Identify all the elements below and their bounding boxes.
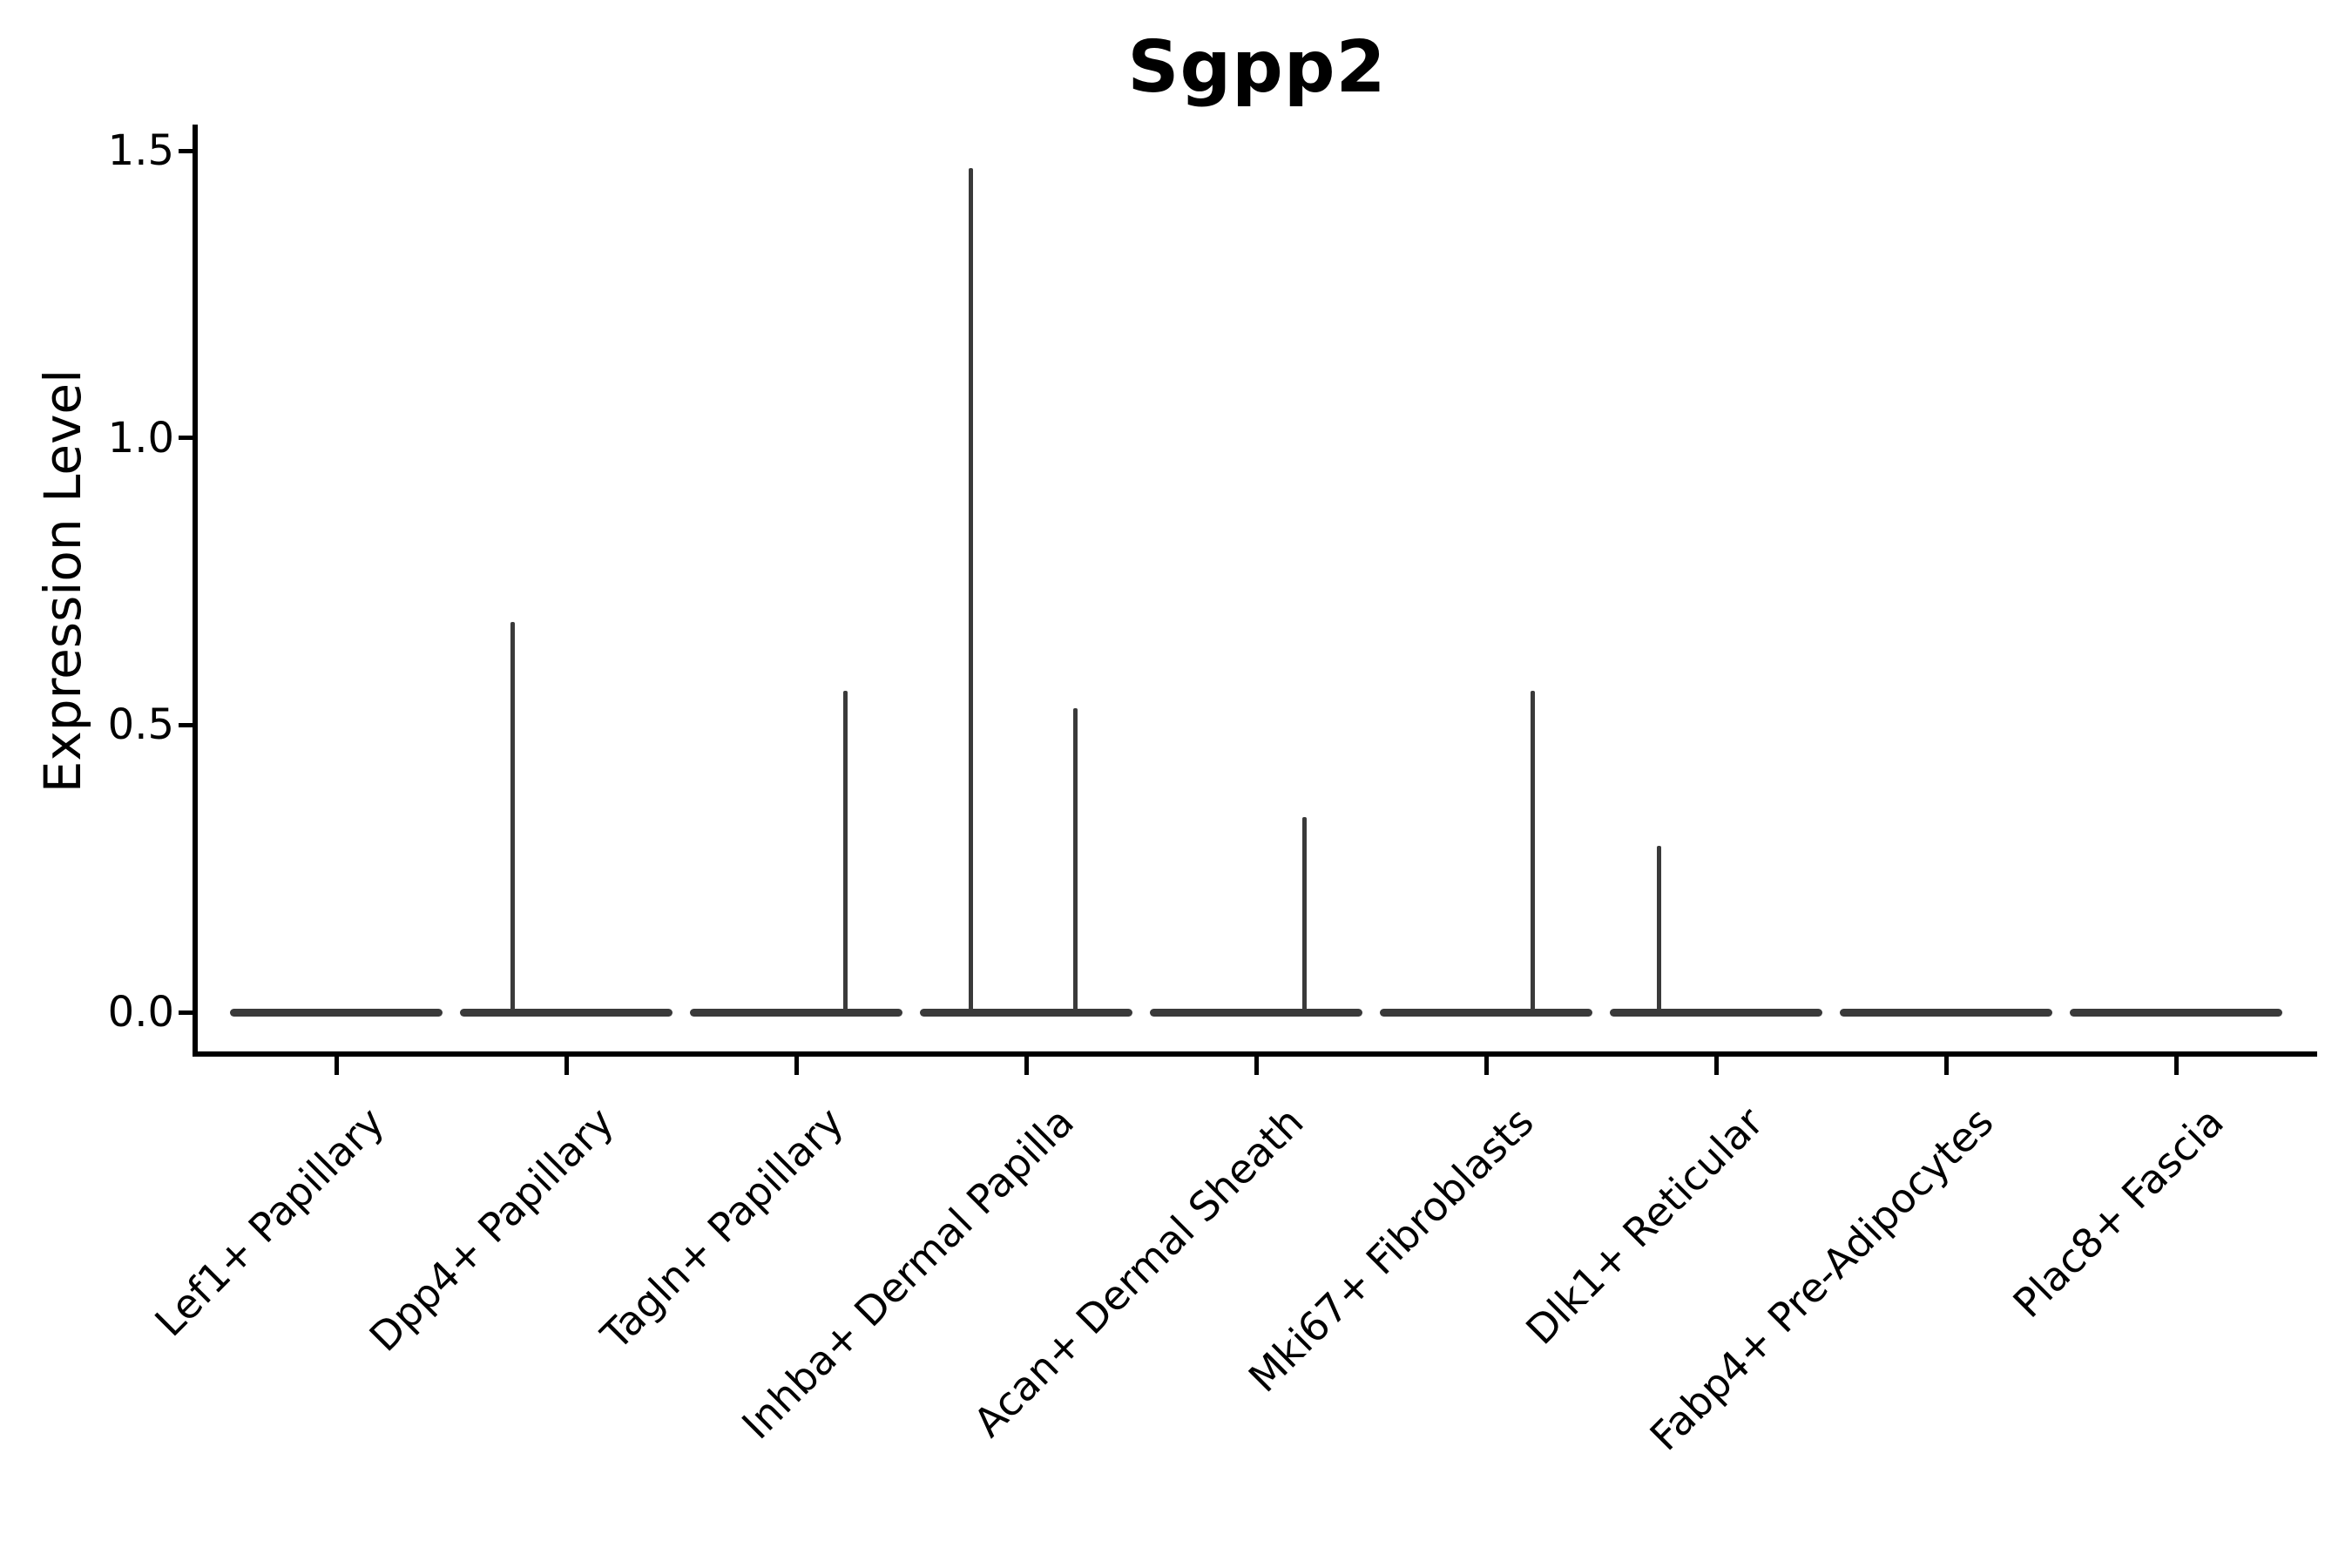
plot-title: Sgpp2 [1127, 26, 1387, 109]
y-tick-label: 0.5 [107, 700, 174, 750]
violin-body [460, 1008, 672, 1017]
y-tick-label: 0.0 [107, 988, 174, 1037]
violin-body [1150, 1008, 1362, 1017]
violin-spike [1530, 690, 1535, 1017]
x-tick-mark [1024, 1057, 1029, 1075]
violin-spike [968, 167, 973, 1017]
violin-body [690, 1008, 902, 1017]
x-tick-mark [1254, 1057, 1259, 1075]
y-tick-mark [179, 1010, 193, 1015]
violin-body [230, 1008, 443, 1017]
y-tick-label: 1.5 [107, 126, 174, 176]
x-tick-mark [1713, 1057, 1719, 1075]
violin-body [1380, 1008, 1592, 1017]
x-tick-mark [1484, 1057, 1489, 1075]
violin-body [1840, 1008, 2052, 1017]
x-tick-label: Dlk1+ Reticular [1517, 1098, 1773, 1354]
x-tick-label: Lef1+ Papillary [145, 1098, 393, 1346]
y-tick-mark [179, 436, 193, 441]
x-tick-label: Plac8+ Fascia [2004, 1098, 2233, 1327]
x-tick-mark [1943, 1057, 1949, 1075]
x-tick-mark [564, 1057, 569, 1075]
violin-body [2070, 1008, 2282, 1017]
x-tick-mark [334, 1057, 339, 1075]
y-tick-mark [179, 148, 193, 153]
violin-spike [1301, 816, 1307, 1017]
violin-spike [1656, 845, 1661, 1017]
y-tick-label: 1.0 [107, 413, 174, 463]
x-tick-mark [2173, 1057, 2179, 1075]
violin-spike [510, 621, 515, 1017]
violin-body [920, 1008, 1132, 1017]
x-tick-label: Dpp4+ Papillary [360, 1098, 623, 1361]
x-axis-line [193, 1051, 2317, 1057]
x-tick-label: Tagln+ Papillary [591, 1098, 853, 1359]
violin-spike [1072, 707, 1078, 1017]
violin-spike [842, 690, 848, 1017]
y-axis-line [193, 125, 198, 1057]
x-tick-mark [794, 1057, 799, 1075]
y-tick-mark [179, 722, 193, 727]
violin-body [1610, 1008, 1822, 1017]
